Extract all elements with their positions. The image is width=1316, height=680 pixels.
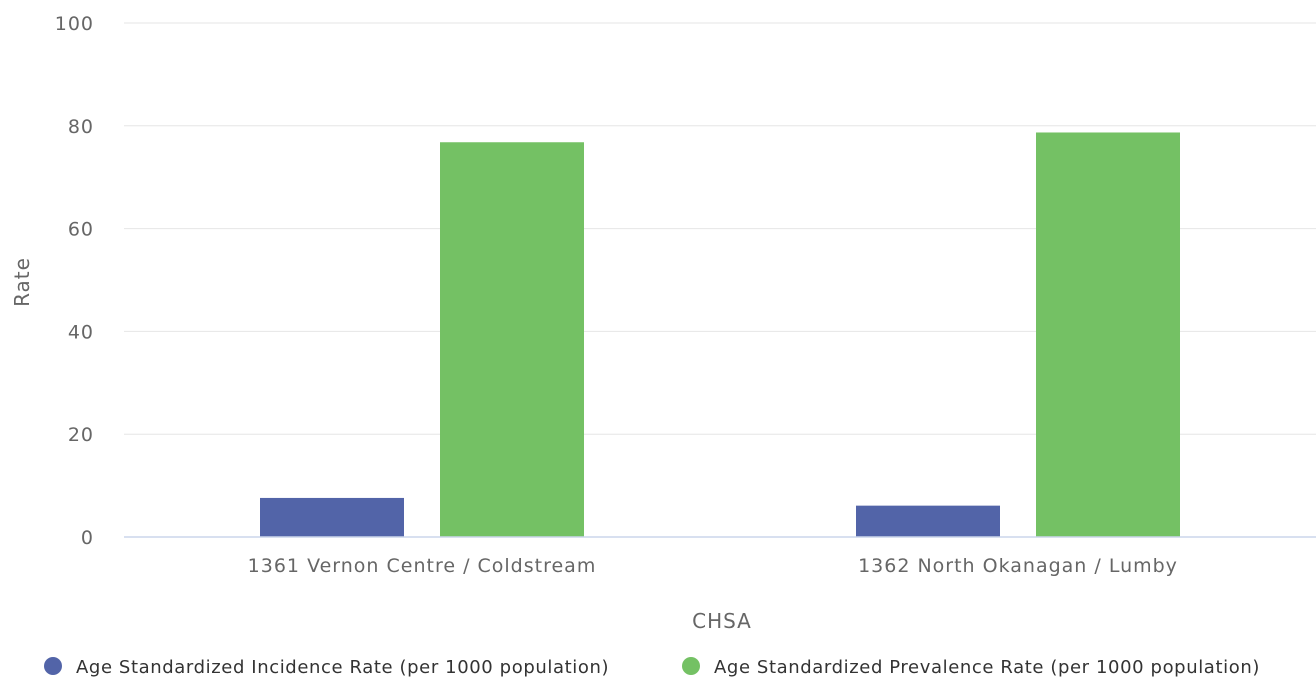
legend-label: Age Standardized Prevalence Rate (per 10… (714, 657, 1260, 678)
legend-item-prevalence[interactable]: Age Standardized Prevalence Rate (per 10… (682, 657, 1260, 678)
bars (260, 132, 1180, 538)
y-tick-label: 60 (68, 219, 94, 241)
bar-incidence-1[interactable] (856, 505, 1000, 537)
y-tick-label: 80 (68, 116, 94, 138)
y-tick-label: 0 (81, 527, 94, 549)
x-axis-tick-labels: 1361 Vernon Centre / Coldstream 1362 Nort… (248, 555, 1178, 577)
legend-marker (682, 657, 700, 675)
x-axis-title: CHSA (692, 609, 752, 633)
bar-prevalence-1[interactable] (1036, 132, 1180, 537)
bar-prevalence-0[interactable] (440, 142, 584, 538)
x-tick-label: 1361 Vernon Centre / Coldstream (248, 555, 597, 577)
legend-marker (44, 657, 62, 675)
y-axis-tick-labels: 0 20 40 60 80 100 (55, 13, 94, 549)
y-tick-label: 20 (68, 424, 94, 446)
bar-incidence-0[interactable] (260, 497, 404, 537)
legend-item-incidence[interactable]: Age Standardized Incidence Rate (per 100… (44, 657, 609, 678)
y-axis-title: Rate (10, 257, 34, 307)
y-tick-label: 100 (55, 13, 94, 35)
y-tick-label: 40 (68, 321, 94, 343)
x-tick-label: 1362 North Okanagan / Lumby (858, 555, 1178, 577)
legend: Age Standardized Incidence Rate (per 100… (44, 657, 1260, 678)
legend-label: Age Standardized Incidence Rate (per 100… (76, 657, 609, 678)
